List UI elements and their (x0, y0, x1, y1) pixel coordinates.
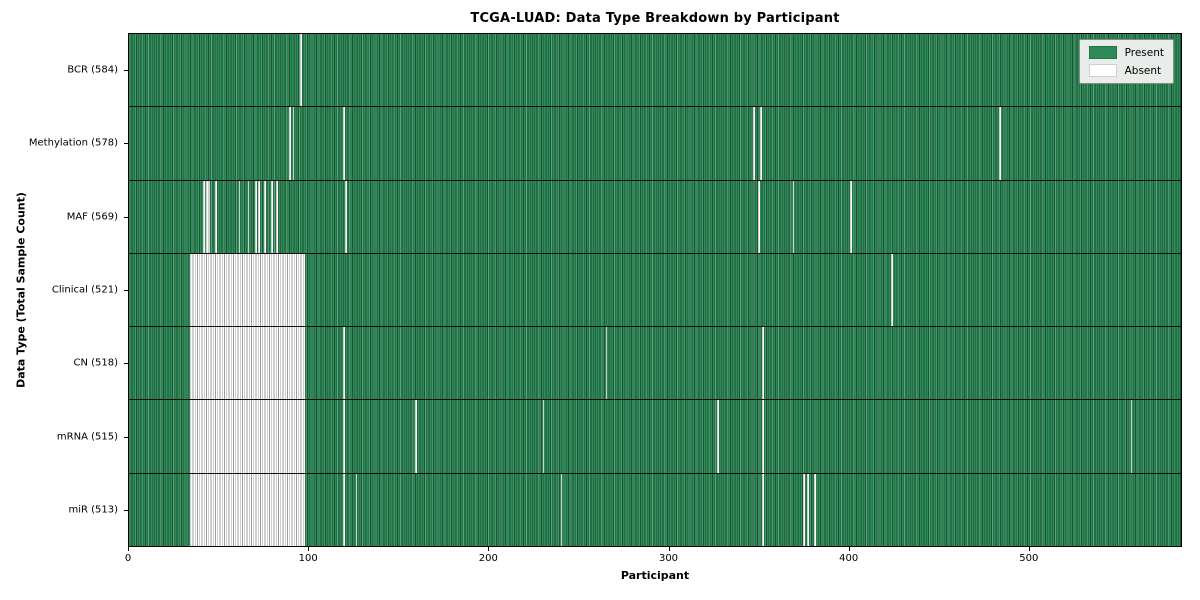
heatmap-row-Clinical (129, 253, 1181, 328)
x-tick-label: 200 (478, 553, 498, 564)
absent-stripe (342, 107, 345, 180)
heatmap-row-Methylation (129, 107, 1181, 181)
absent-stripe (342, 327, 345, 400)
x-tick-label: 0 (124, 553, 132, 564)
absent-stripe (753, 107, 755, 180)
absent-stripe (254, 180, 257, 253)
plot-area: Present Absent (128, 33, 1182, 547)
legend-item-present: Present (1088, 46, 1164, 59)
absent-stripe (891, 253, 894, 327)
y-tick-label: Methylation (578) (28, 137, 118, 149)
y-axis-ticks: BCR (584) Methylation (578) MAF (569) Clini… (0, 33, 128, 547)
absent-swatch-icon (1088, 64, 1117, 77)
absent-stripe (271, 180, 273, 253)
present-swatch-icon (1088, 46, 1117, 59)
absent-stripe (803, 473, 806, 546)
x-tick-label: 400 (839, 553, 859, 564)
x-tick-mark (668, 547, 670, 551)
x-tick-label: 500 (1019, 553, 1039, 564)
absent-stripe (206, 180, 210, 253)
absent-stripe (605, 327, 608, 400)
y-tick-mark (124, 363, 128, 365)
y-tick-label: miR (513) (68, 504, 118, 516)
heatmap-row-mRNA (129, 400, 1181, 474)
absent-stripe (717, 400, 719, 473)
absent-stripe (850, 180, 852, 253)
absent-stripe (238, 180, 241, 253)
legend-label-present: Present (1124, 46, 1164, 59)
absent-stripe (190, 327, 306, 400)
absent-stripe (276, 180, 279, 253)
absent-stripe (263, 180, 266, 253)
legend-label-absent: Absent (1124, 64, 1162, 77)
absent-stripe (761, 473, 764, 546)
y-tick-mark (124, 436, 128, 438)
y-tick-label: CN (518) (73, 357, 118, 369)
absent-stripe (792, 180, 795, 253)
heatmap-row-MAF (129, 180, 1181, 254)
absent-stripe (1130, 400, 1133, 473)
y-tick-mark (124, 510, 128, 512)
absent-stripe (190, 473, 306, 546)
y-tick-mark (124, 290, 128, 291)
heatmap-row-BCR (129, 34, 1181, 108)
y-tick-label: BCR (584) (67, 64, 118, 76)
x-tick-mark (488, 547, 490, 551)
x-tick-mark (308, 547, 310, 551)
absent-stripe (299, 34, 302, 107)
absent-stripe (344, 180, 347, 253)
x-tick-mark (1028, 547, 1030, 551)
absent-stripe (190, 253, 306, 327)
x-tick-label: 300 (658, 553, 679, 564)
absent-stripe (560, 473, 563, 546)
absent-stripe (289, 107, 291, 180)
absent-stripe (342, 400, 345, 473)
absent-stripe (806, 473, 809, 546)
x-tick-label: 100 (298, 553, 318, 564)
y-tick-mark (124, 69, 128, 71)
x-axis-ticks: 0 100 200 300 400 500 (124, 547, 1182, 567)
legend: Present Absent (1078, 39, 1174, 84)
absent-stripe (761, 327, 764, 400)
x-tick-mark (128, 547, 129, 551)
absent-stripe (342, 473, 345, 546)
legend-item-absent: Absent (1088, 64, 1164, 77)
absent-stripe (190, 400, 306, 473)
absent-stripe (761, 400, 764, 473)
y-tick-label: MAF (569) (66, 211, 118, 223)
heatmap-row-miR (129, 473, 1181, 546)
x-axis-label: Participant (620, 569, 690, 582)
absent-stripe (542, 400, 545, 473)
y-tick-label: Clinical (521) (51, 284, 118, 296)
absent-stripe (814, 473, 816, 546)
absent-stripe (414, 400, 417, 473)
absent-stripe (202, 180, 205, 253)
absent-stripe (258, 180, 261, 253)
y-tick-mark (124, 143, 128, 145)
absent-stripe (760, 107, 762, 180)
x-tick-mark (848, 547, 850, 551)
absent-stripe (292, 107, 295, 180)
absent-stripe (355, 473, 358, 546)
absent-stripe (247, 180, 250, 253)
absent-stripe (215, 180, 218, 253)
y-tick-mark (124, 216, 128, 218)
y-tick-label: mRNA (515) (56, 431, 118, 443)
heatmap-row-CN (129, 327, 1181, 401)
absent-stripe (999, 107, 1002, 180)
chart-title: TCGA-LUAD: Data Type Breakdown by Partic… (470, 11, 840, 26)
absent-stripe (758, 180, 761, 253)
